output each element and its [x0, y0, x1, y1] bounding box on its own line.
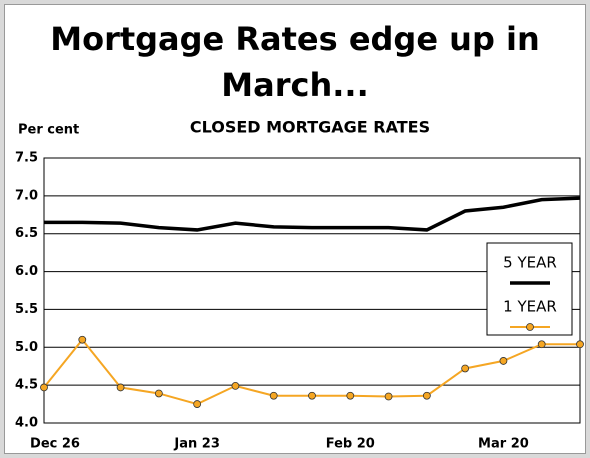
series-line [44, 196, 581, 232]
y-tick-label: 5.5 [15, 302, 38, 317]
y-tick-label: 5.0 [15, 340, 38, 355]
data-point [231, 381, 240, 390]
x-tick-label: Dec 26 [30, 437, 80, 452]
chart-title: Mortgage Rates edge up in March... [50, 20, 540, 104]
data-point [193, 400, 202, 408]
data-point [576, 340, 584, 349]
data-point [116, 383, 125, 392]
legend-label: 1 YEAR [503, 298, 557, 316]
data-point [269, 391, 278, 400]
data-point [537, 340, 546, 349]
data-point [384, 392, 393, 401]
y-tick-label: 4.5 [15, 378, 38, 393]
legend: 5 YEAR 1 YEAR [486, 242, 573, 336]
data-point [78, 335, 87, 344]
data-point [346, 391, 355, 400]
y-tick-label: 7.0 [15, 188, 38, 203]
x-tick-label: Jan 23 [173, 437, 219, 452]
data-point [461, 364, 470, 373]
chart-subtitle: CLOSED MORTGAGE RATES [190, 118, 430, 137]
y-axis-label: Per cent [18, 123, 79, 138]
x-tick-label: Mar 20 [478, 437, 529, 452]
data-point [499, 357, 508, 365]
data-point [40, 383, 48, 392]
y-tick-label: 6.5 [15, 226, 38, 241]
y-tick-label: 7.5 [15, 151, 38, 166]
y-tick-label: 4.0 [15, 416, 38, 431]
legend-box [486, 242, 573, 336]
legend-label: 5 YEAR [503, 254, 557, 272]
legend-marker [526, 323, 534, 331]
data-point [422, 391, 431, 400]
x-tick-label: Feb 20 [326, 437, 375, 452]
y-tick-label: 6.0 [15, 264, 38, 279]
data-point [308, 391, 316, 400]
data-point [154, 389, 163, 398]
